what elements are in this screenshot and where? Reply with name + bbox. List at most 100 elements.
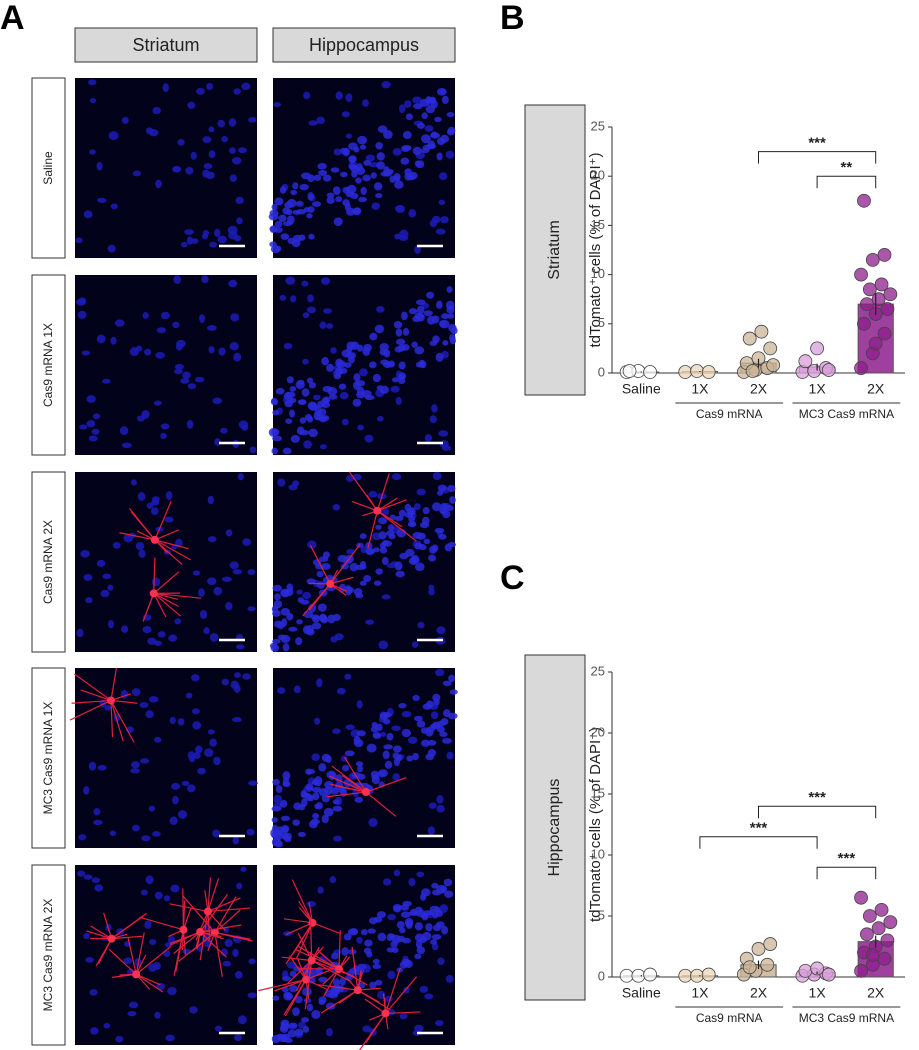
nucleus bbox=[174, 363, 185, 370]
data-point bbox=[877, 326, 892, 341]
nucleus bbox=[275, 785, 283, 794]
nucleus bbox=[423, 310, 433, 317]
nucleus bbox=[436, 795, 444, 804]
column-header bbox=[74, 27, 258, 63]
nucleus bbox=[322, 551, 331, 559]
nucleus bbox=[368, 818, 378, 828]
nucleus bbox=[204, 748, 214, 757]
data-point bbox=[860, 297, 874, 312]
nucleus bbox=[346, 474, 354, 482]
nucleus bbox=[359, 144, 367, 150]
nucleus bbox=[130, 479, 138, 486]
nucleus bbox=[393, 757, 401, 767]
nucleus bbox=[306, 769, 316, 775]
cell-body bbox=[179, 925, 188, 934]
nucleus bbox=[135, 345, 143, 352]
nucleus bbox=[151, 496, 160, 503]
nucleus bbox=[221, 576, 232, 582]
nucleus bbox=[92, 413, 101, 420]
process bbox=[169, 931, 201, 946]
nucleus bbox=[271, 428, 280, 436]
nucleus bbox=[270, 398, 279, 406]
process bbox=[326, 791, 367, 798]
process bbox=[169, 903, 209, 913]
nucleus bbox=[394, 515, 404, 522]
nucleus bbox=[160, 311, 170, 320]
process bbox=[110, 700, 135, 743]
nucleus bbox=[446, 111, 455, 118]
nucleus bbox=[303, 207, 310, 213]
nucleus bbox=[103, 1022, 111, 1029]
nucleus bbox=[202, 136, 212, 143]
nucleus bbox=[426, 143, 436, 150]
nucleus bbox=[289, 970, 297, 977]
nucleus bbox=[140, 758, 150, 764]
process bbox=[258, 978, 307, 992]
nucleus bbox=[102, 378, 111, 384]
nucleus bbox=[427, 740, 437, 746]
nucleus bbox=[411, 641, 419, 648]
nucleus bbox=[319, 613, 327, 623]
y-tick-label: 25 bbox=[591, 663, 605, 678]
nucleus bbox=[131, 824, 140, 832]
nucleus bbox=[288, 626, 298, 632]
micrograph bbox=[268, 78, 456, 258]
nucleus bbox=[286, 961, 297, 969]
process bbox=[329, 544, 361, 585]
nucleus bbox=[206, 325, 217, 331]
nucleus bbox=[357, 765, 364, 773]
nucleus bbox=[148, 963, 157, 972]
nucleus bbox=[197, 767, 206, 775]
process bbox=[200, 924, 242, 933]
nucleus bbox=[404, 917, 414, 927]
nucleus bbox=[297, 831, 306, 838]
y-tick-label: 5 bbox=[598, 907, 605, 922]
data-point bbox=[868, 336, 883, 351]
data-point bbox=[865, 252, 880, 267]
nucleus bbox=[377, 990, 386, 1000]
nucleus bbox=[236, 882, 243, 890]
data-point bbox=[857, 316, 871, 331]
nucleus bbox=[148, 695, 159, 703]
nucleus bbox=[184, 229, 194, 235]
nucleus bbox=[308, 120, 318, 126]
data-point bbox=[883, 287, 898, 302]
nucleus bbox=[431, 934, 442, 940]
process bbox=[111, 915, 144, 940]
row-header bbox=[31, 864, 66, 1046]
nucleus bbox=[443, 709, 451, 718]
nucleus bbox=[334, 633, 344, 641]
nucleus bbox=[365, 619, 375, 625]
nucleus bbox=[438, 533, 447, 540]
panel-label: B bbox=[500, 0, 525, 37]
nucleus bbox=[439, 904, 449, 913]
nucleus bbox=[145, 127, 154, 135]
nucleus bbox=[416, 871, 425, 878]
nucleus bbox=[306, 213, 313, 219]
nucleus bbox=[372, 963, 382, 970]
nucleus bbox=[401, 145, 412, 152]
side-box bbox=[524, 104, 586, 396]
nucleus bbox=[208, 126, 215, 133]
nucleus bbox=[400, 904, 409, 911]
process bbox=[365, 791, 397, 817]
nucleus bbox=[329, 787, 340, 795]
process bbox=[311, 959, 352, 983]
nucleus bbox=[316, 116, 325, 125]
data-point bbox=[880, 302, 895, 316]
nucleus bbox=[299, 429, 309, 436]
nucleus bbox=[387, 970, 396, 980]
nucleus bbox=[332, 805, 343, 812]
nucleus bbox=[160, 432, 167, 440]
nucleus bbox=[428, 554, 437, 562]
nucleus bbox=[83, 933, 90, 940]
nucleus bbox=[207, 495, 214, 505]
process bbox=[207, 878, 220, 912]
nucleus bbox=[384, 760, 393, 769]
nucleus bbox=[150, 507, 159, 515]
nucleus bbox=[344, 585, 352, 594]
significance-label: ** bbox=[841, 159, 853, 176]
nucleus bbox=[283, 392, 292, 401]
micrograph-bg bbox=[273, 78, 455, 258]
nucleus bbox=[398, 509, 406, 517]
